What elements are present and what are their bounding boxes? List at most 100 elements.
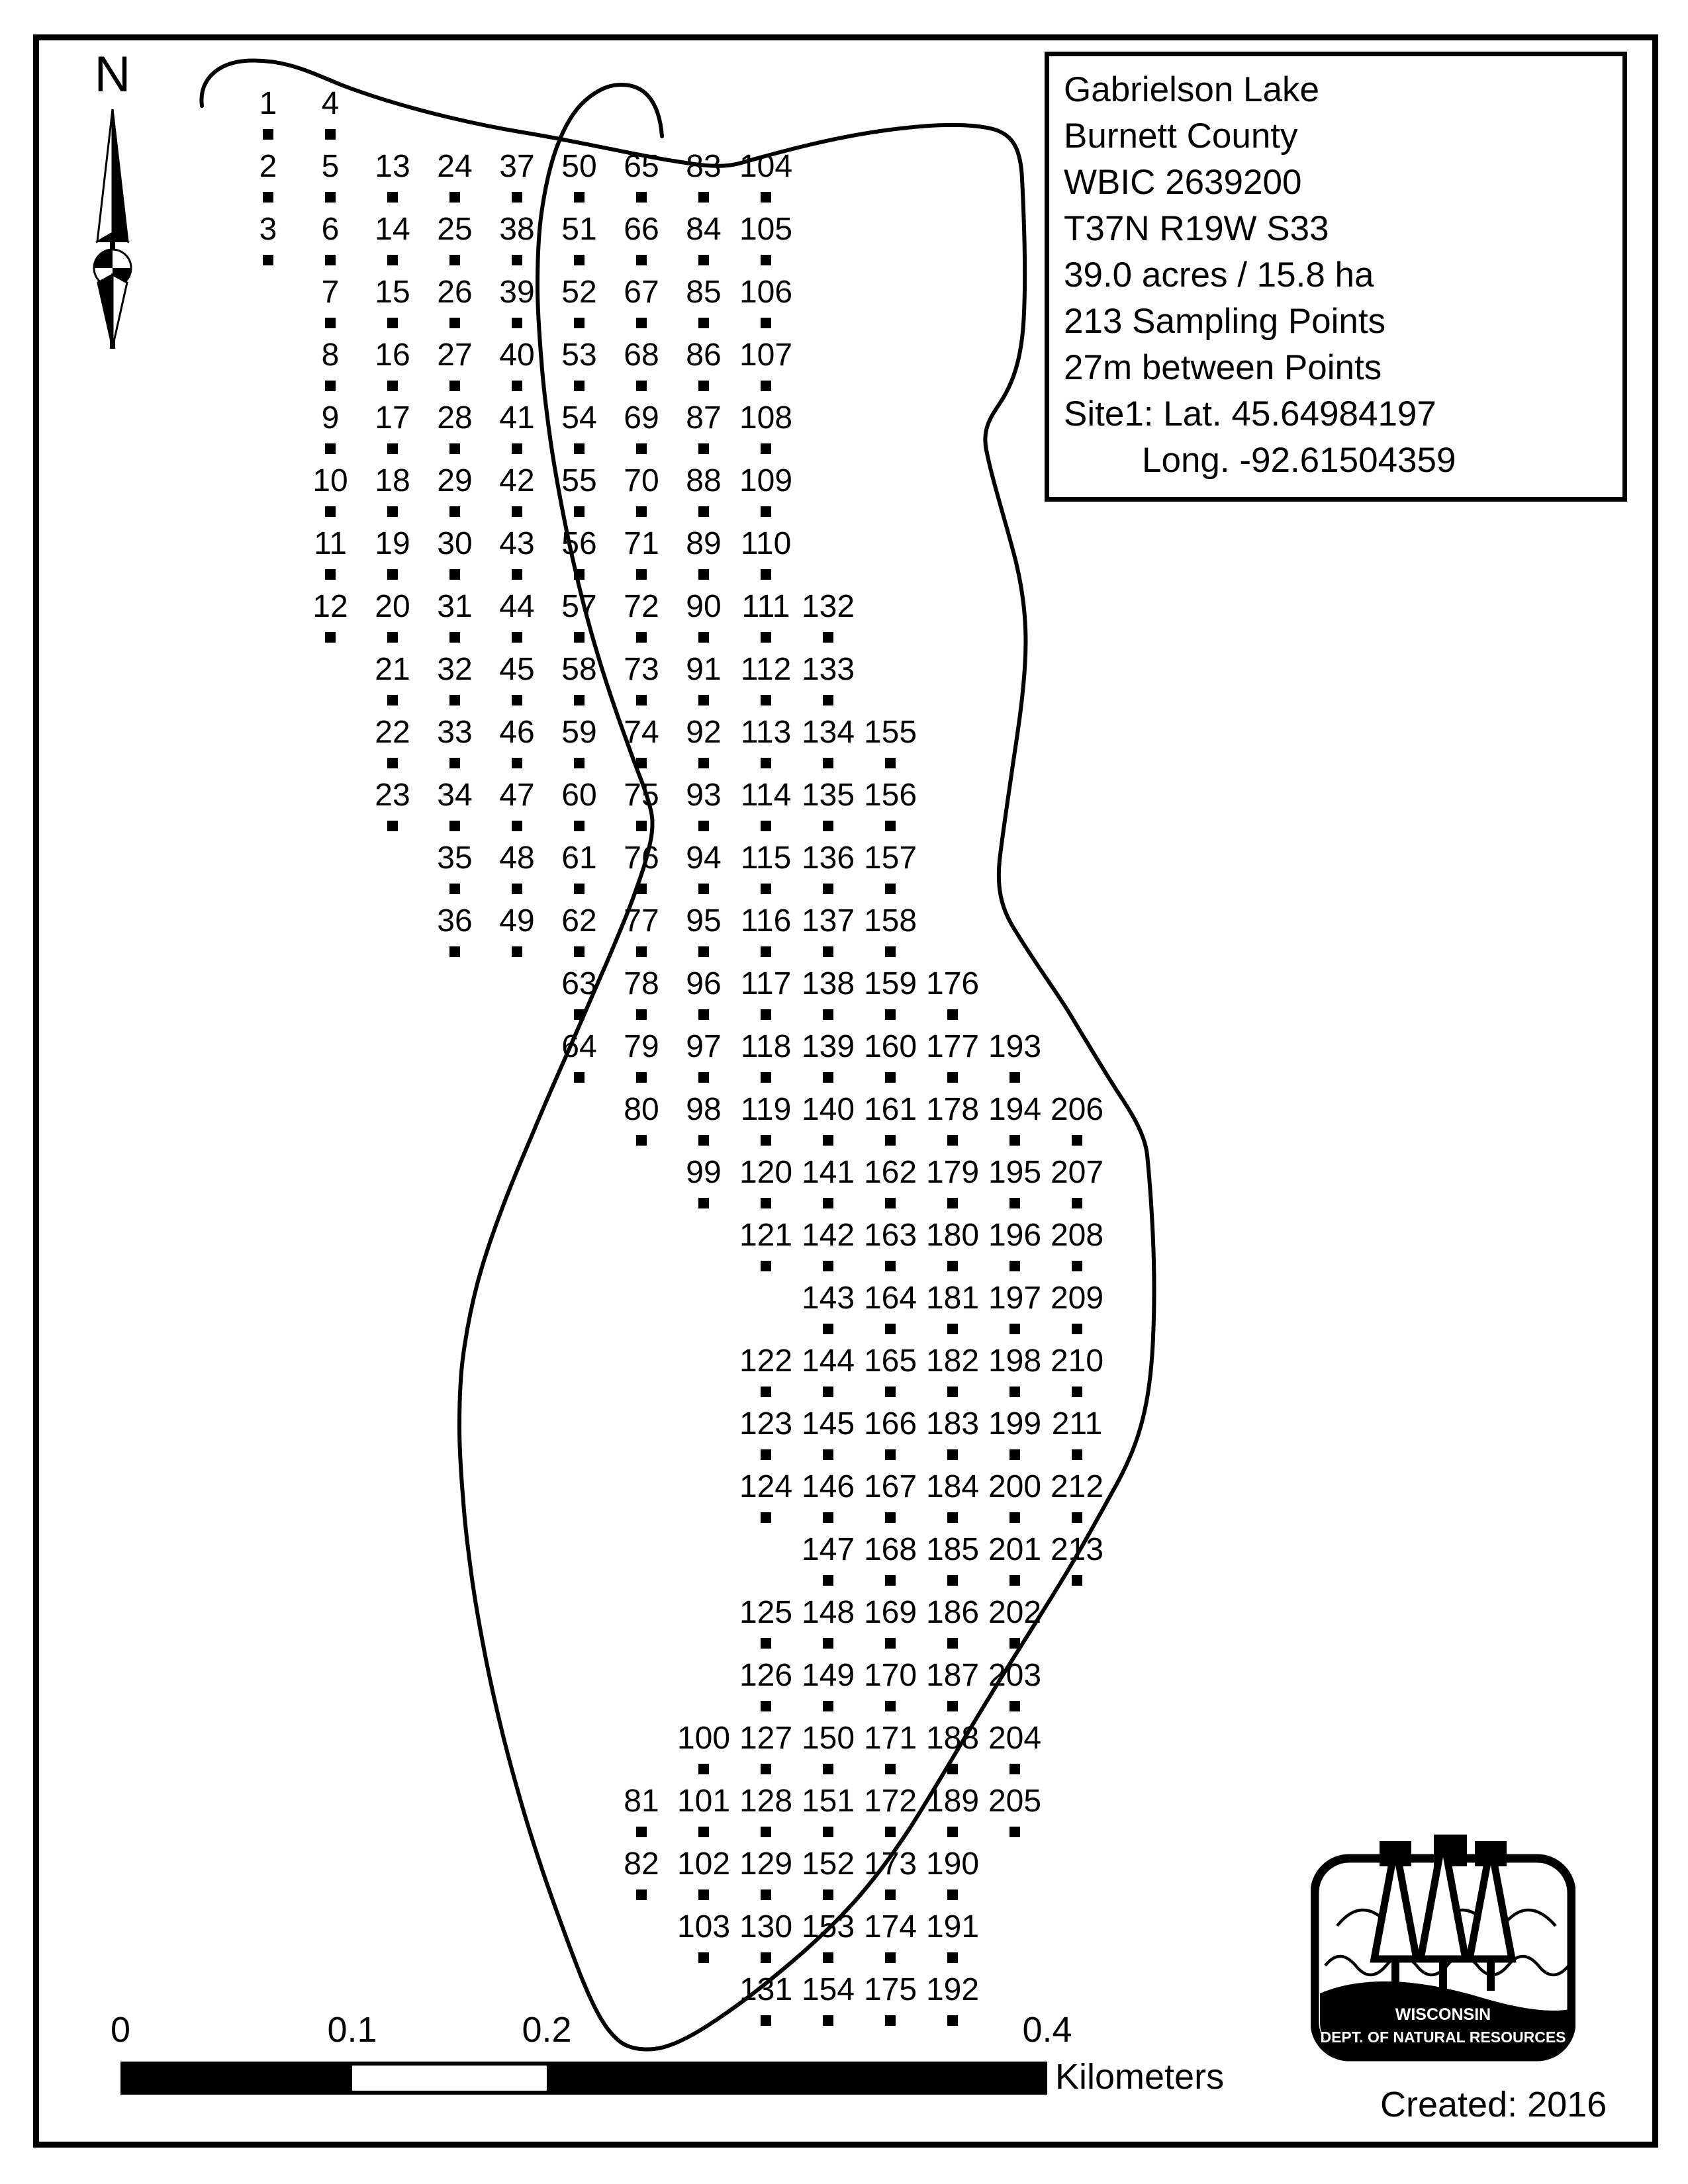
sampling-point-marker — [636, 506, 647, 517]
sampling-point-marker — [1009, 1198, 1020, 1208]
sampling-point-label: 24 — [437, 149, 473, 184]
sampling-point-marker — [761, 1009, 771, 1020]
sampling-point-label: 206 — [1050, 1092, 1104, 1127]
sampling-point-label: 67 — [624, 275, 659, 310]
sampling-point-marker — [636, 821, 647, 831]
sampling-point-marker — [512, 255, 522, 265]
sampling-point-label: 108 — [739, 400, 793, 435]
sampling-point-marker — [574, 381, 585, 391]
sampling-point-marker — [1072, 1575, 1082, 1586]
logo-line1: WISCONSIN — [1395, 2005, 1491, 2024]
sampling-point-label: 96 — [686, 966, 722, 1001]
sampling-point-marker — [761, 1952, 771, 1963]
sampling-point-label: 183 — [925, 1406, 980, 1441]
logo-trees — [1370, 1835, 1517, 1991]
sampling-point-marker — [698, 443, 709, 454]
sampling-point-label: 167 — [863, 1469, 917, 1504]
sampling-point-marker — [823, 1324, 833, 1334]
sampling-point-marker — [325, 318, 336, 328]
sampling-point-marker — [1009, 1324, 1020, 1334]
sampling-point-label: 80 — [624, 1092, 659, 1127]
scale-segment-2 — [352, 2062, 547, 2095]
sampling-point-marker — [761, 1827, 771, 1837]
sampling-point-label: 146 — [801, 1469, 855, 1504]
sampling-point-marker — [263, 255, 273, 265]
sampling-point-marker — [947, 1764, 958, 1774]
sampling-point-marker — [449, 192, 460, 203]
sampling-point-marker — [698, 318, 709, 328]
sampling-point-marker — [823, 695, 833, 705]
sampling-point-label: 202 — [988, 1595, 1042, 1630]
info-line-1: Gabrielson Lake — [1064, 70, 1319, 109]
sampling-point-marker — [574, 318, 585, 328]
sampling-point-label: 198 — [988, 1343, 1042, 1379]
sampling-point-marker — [823, 1952, 833, 1963]
sampling-point-label: 132 — [801, 589, 855, 624]
sampling-point-label: 29 — [437, 463, 473, 498]
sampling-point-label: 159 — [863, 966, 917, 1001]
sampling-point-marker — [947, 1575, 958, 1586]
sampling-point-label: 133 — [801, 652, 855, 687]
sampling-point-label: 130 — [739, 1909, 793, 1944]
sampling-point-label: 90 — [686, 589, 722, 624]
sampling-point-marker — [636, 1072, 647, 1083]
sampling-point-label: 190 — [925, 1846, 980, 1882]
sampling-point-label: 9 — [321, 400, 340, 435]
sampling-point-label: 77 — [624, 903, 659, 938]
sampling-point-marker — [885, 1512, 896, 1523]
sampling-point-label: 164 — [863, 1281, 917, 1316]
compass-needle-icon — [93, 109, 132, 349]
sampling-point-marker — [761, 1889, 771, 1900]
sampling-point-label: 81 — [624, 1784, 659, 1819]
sampling-point-marker — [823, 1827, 833, 1837]
info-line-6: 213 Sampling Points — [1064, 302, 1386, 341]
sampling-point-marker — [1072, 1512, 1082, 1523]
sampling-point-label: 119 — [740, 1092, 792, 1127]
sampling-point-marker — [947, 1387, 958, 1397]
sampling-point-label: 192 — [925, 1972, 980, 2007]
sampling-point-label: 209 — [1050, 1281, 1104, 1316]
sampling-point-label: 166 — [863, 1406, 917, 1441]
sampling-point-marker — [761, 1512, 771, 1523]
sampling-point-marker — [1072, 1324, 1082, 1334]
sampling-point-marker — [325, 129, 336, 140]
sampling-point-label: 212 — [1050, 1469, 1104, 1504]
sampling-point-marker — [574, 758, 585, 768]
sampling-point-label: 97 — [686, 1029, 722, 1064]
sampling-point-marker — [947, 1324, 958, 1334]
sampling-point-label: 118 — [740, 1029, 792, 1064]
sampling-point-marker — [885, 1638, 896, 1649]
sampling-point-marker — [761, 1261, 771, 1271]
sampling-point-label: 68 — [624, 338, 659, 373]
sampling-point-label: 48 — [499, 841, 535, 876]
sampling-point-label: 25 — [437, 212, 473, 247]
sampling-point-marker — [449, 443, 460, 454]
sampling-point-label: 27 — [437, 338, 473, 373]
sampling-point-marker — [885, 884, 896, 894]
sampling-point-label: 208 — [1050, 1218, 1104, 1253]
sampling-point-label: 174 — [863, 1909, 917, 1944]
sampling-point-label: 115 — [740, 841, 792, 876]
info-line-2: Burnett County — [1064, 116, 1298, 156]
sampling-point-label: 141 — [801, 1155, 855, 1190]
sampling-point-marker — [885, 758, 896, 768]
sampling-point-marker — [325, 192, 336, 203]
sampling-point-label: 100 — [677, 1721, 731, 1756]
sampling-point-label: 8 — [321, 338, 340, 373]
scale-tick-label: 0.1 — [327, 2010, 377, 2050]
sampling-point-label: 93 — [686, 778, 722, 813]
sampling-point-label: 31 — [437, 589, 473, 624]
sampling-point-label: 131 — [739, 1972, 793, 2007]
sampling-point-label: 51 — [561, 212, 597, 247]
sampling-point-label: 182 — [925, 1343, 980, 1379]
sampling-point-label: 53 — [561, 338, 597, 373]
sampling-point-marker — [636, 255, 647, 265]
lake-shoreline-path — [199, 58, 1156, 2052]
sampling-point-label: 187 — [925, 1658, 980, 1693]
sampling-point-label: 138 — [801, 966, 855, 1001]
sampling-point-marker — [1009, 1387, 1020, 1397]
sampling-point-marker — [698, 1009, 709, 1020]
sampling-point-label: 45 — [499, 652, 535, 687]
sampling-point-marker — [512, 192, 522, 203]
sampling-point-marker — [449, 695, 460, 705]
